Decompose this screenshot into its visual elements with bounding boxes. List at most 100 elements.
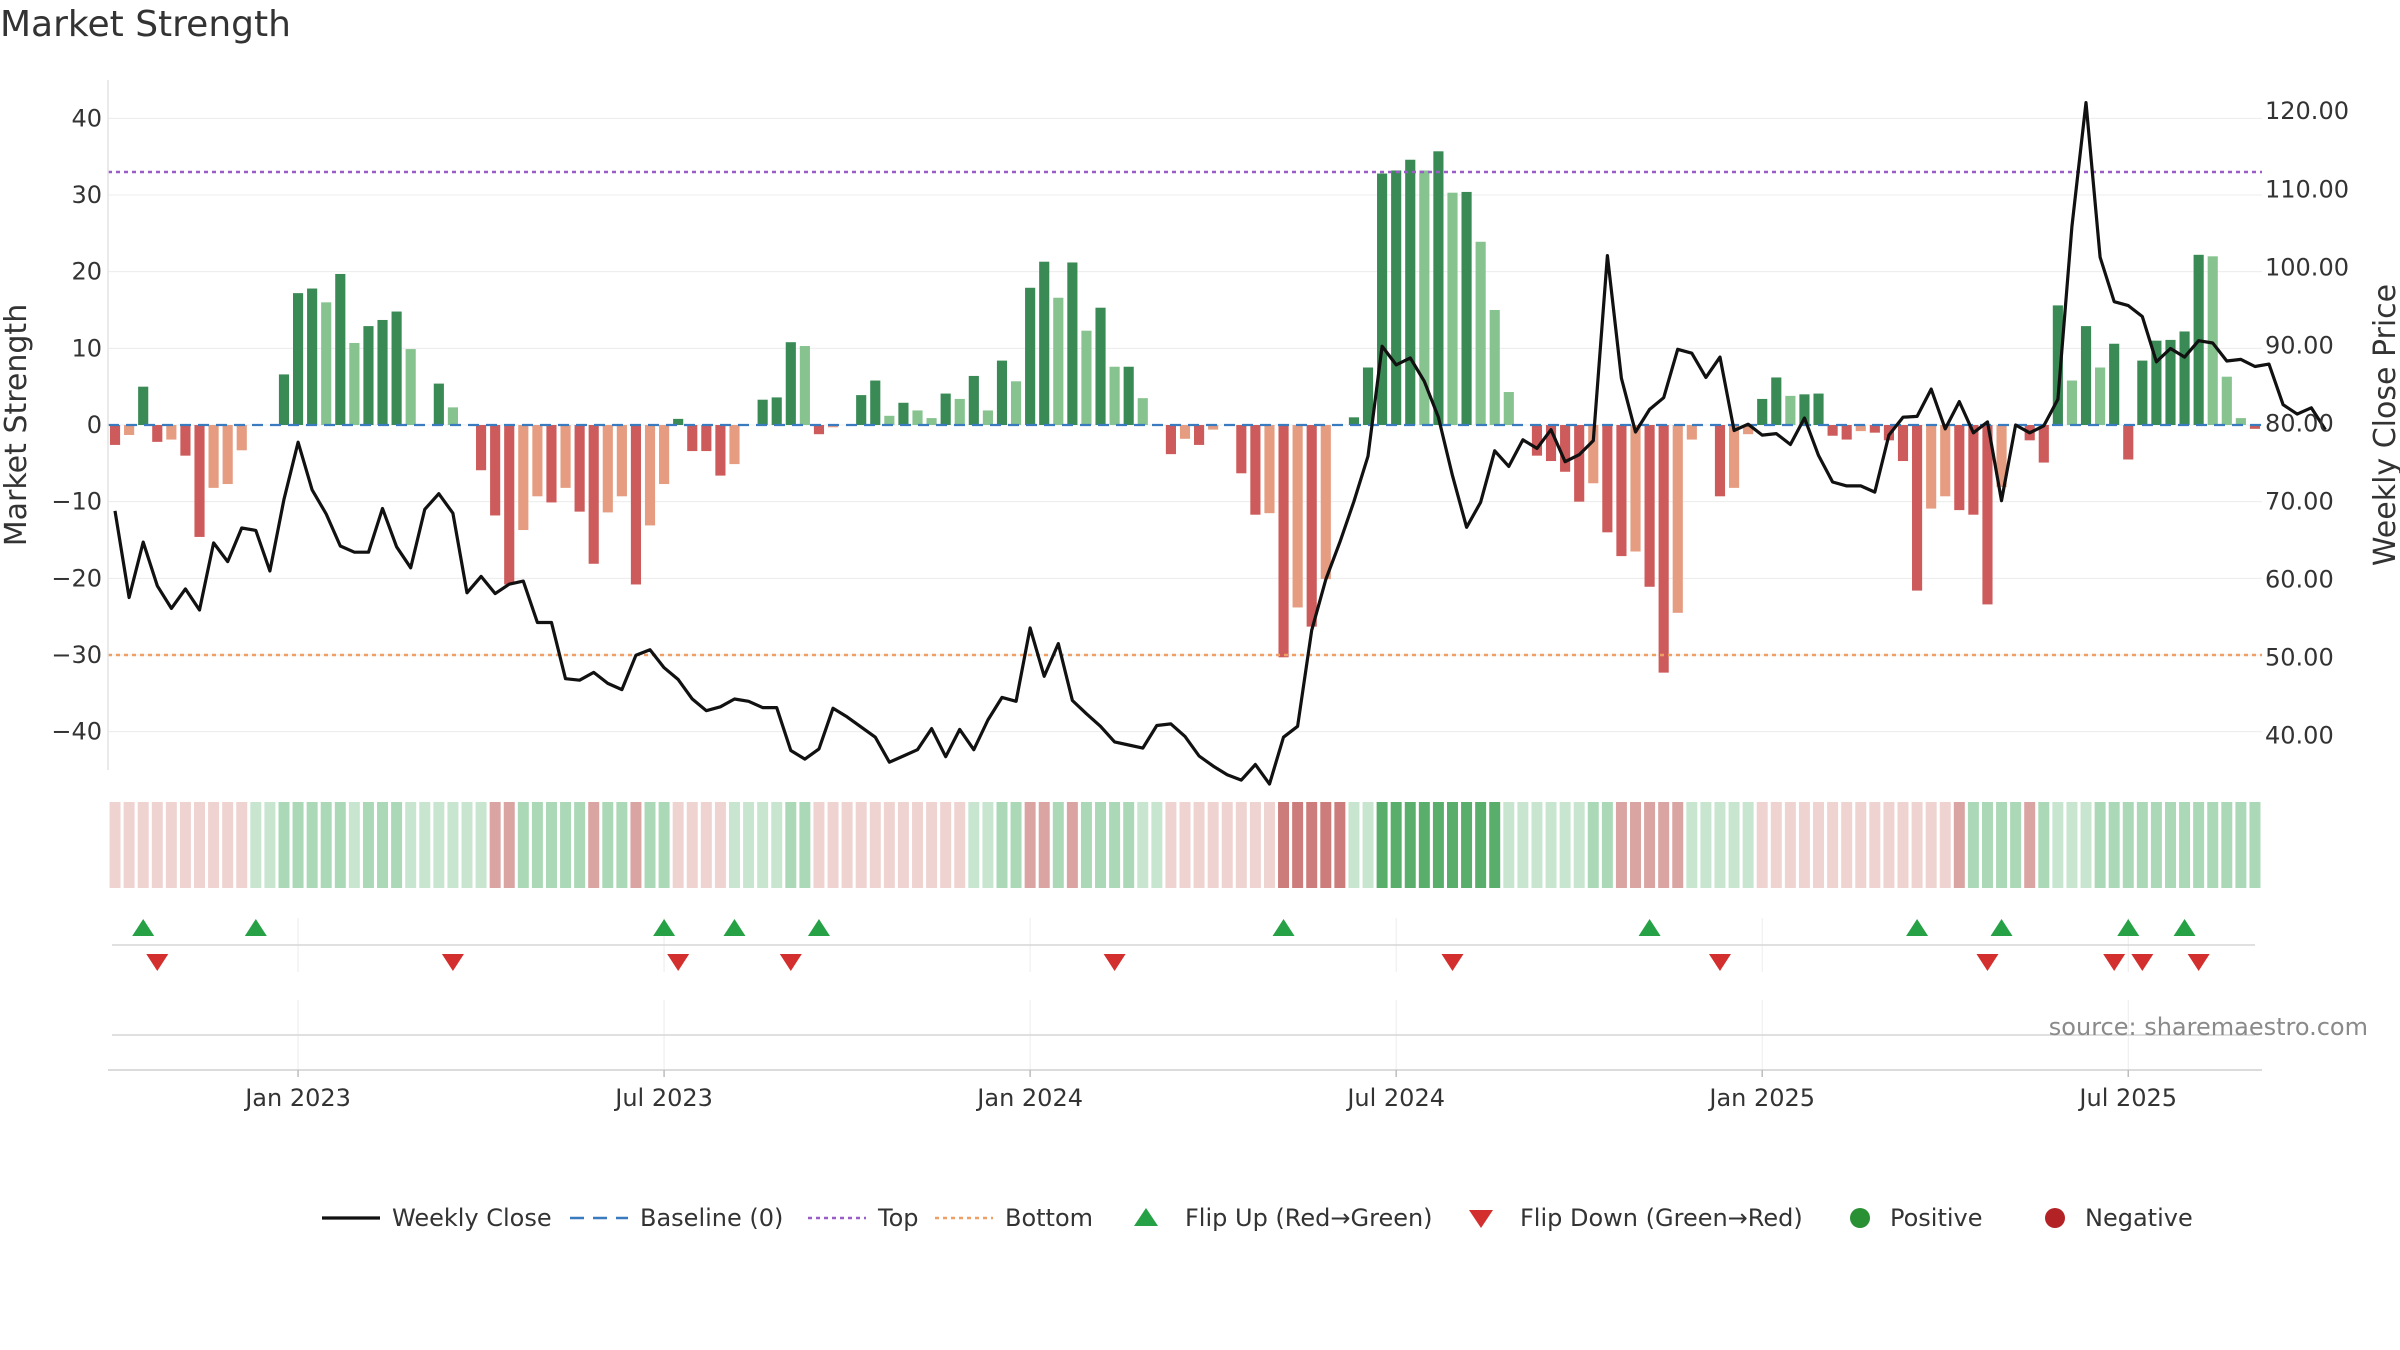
strength-bar — [1503, 392, 1514, 425]
regime-cell — [2235, 802, 2247, 888]
regime-cell — [292, 802, 304, 888]
regime-cell — [1221, 802, 1233, 888]
strength-bar — [785, 342, 796, 425]
regime-cell — [1306, 802, 1318, 888]
regime-cell — [109, 802, 121, 888]
regime-cell — [1939, 802, 1951, 888]
strength-bar — [1123, 366, 1134, 425]
strength-bar — [1799, 394, 1810, 425]
strength-bar — [856, 395, 867, 425]
regime-cell — [1770, 802, 1782, 888]
strength-bar — [1081, 330, 1092, 425]
strength-bar — [1813, 393, 1824, 425]
flip-up-marker — [1990, 919, 2013, 936]
flip-down-marker — [779, 954, 802, 971]
strength-bar — [1869, 425, 1880, 433]
strength-bar — [1053, 297, 1064, 425]
regime-cell — [1953, 802, 1965, 888]
regime-cell — [1573, 802, 1585, 888]
regime-cell — [1644, 802, 1656, 888]
strength-bar — [1025, 287, 1036, 425]
left-tick-label: 40 — [71, 104, 102, 132]
regime-cell — [405, 802, 417, 888]
strength-bar — [2109, 343, 2120, 425]
grid-layer — [108, 117, 2262, 733]
regime-cell — [968, 802, 980, 888]
regime-cell — [1545, 802, 1557, 888]
date-tick-label: Jul 2024 — [1345, 1084, 1445, 1112]
flip-up-marker — [807, 919, 830, 936]
strength-bar — [307, 288, 318, 425]
strength-bar — [884, 415, 895, 425]
regime-cell — [1587, 802, 1599, 888]
strength-bar — [2095, 367, 2106, 425]
strength-bar — [1165, 425, 1176, 455]
strength-bar — [1785, 395, 1796, 425]
strength-bar — [321, 302, 332, 425]
regime-cell — [1376, 802, 1388, 888]
regime-cell — [1883, 802, 1895, 888]
strength-bar — [208, 425, 219, 488]
strength-bar — [109, 425, 121, 445]
strength-bar — [1447, 192, 1458, 425]
strength-bar — [180, 425, 191, 456]
strength-bar — [560, 425, 571, 488]
right-tick-label: 110.00 — [2265, 175, 2349, 203]
strength-bar — [1968, 425, 1979, 515]
threshold-lines — [108, 170, 2262, 657]
strength-bar — [968, 375, 979, 425]
strength-bar — [1757, 398, 1768, 425]
regime-cell — [1292, 802, 1304, 888]
axes: 40 30 20 10 0 −10 −20 −30 −40 120.00 110.00 100.00 9… — [0, 80, 2400, 770]
right-tick-label: 60.00 — [2265, 566, 2334, 594]
right-tick-label: 90.00 — [2265, 331, 2334, 359]
strength-bar — [715, 425, 726, 476]
strength-bar — [1771, 377, 1782, 425]
date-tick-label: Jan 2025 — [1707, 1084, 1815, 1112]
strength-bar — [1320, 425, 1331, 580]
strength-bar — [1194, 425, 1205, 445]
regime-cell — [841, 802, 853, 888]
regime-cell — [2010, 802, 2022, 888]
regime-cell — [2080, 802, 2092, 888]
flip-up-marker — [2173, 919, 2196, 936]
regime-cell — [208, 802, 220, 888]
strength-bar — [1292, 425, 1303, 608]
regime-cell — [278, 802, 290, 888]
regime-cell — [1672, 802, 1684, 888]
regime-cell — [1728, 802, 1740, 888]
regime-cell — [391, 802, 403, 888]
strength-bar — [1137, 398, 1148, 425]
regime-cell — [1996, 802, 2008, 888]
strength-bar — [1489, 310, 1500, 425]
strength-bar — [2123, 425, 2134, 460]
regime-cell — [785, 802, 797, 888]
regime-cell — [1601, 802, 1613, 888]
strength-bar — [1348, 417, 1360, 425]
regime-cell — [447, 802, 459, 888]
strength-bar — [1306, 425, 1317, 627]
regime-cell — [1066, 802, 1078, 888]
strength-bar — [1010, 381, 1022, 425]
strength-bar — [687, 425, 698, 452]
regime-cell — [1334, 802, 1346, 888]
flip-down-marker — [1708, 954, 1731, 971]
flip-up-marker — [2117, 919, 2140, 936]
flip-markers — [112, 918, 2255, 1070]
regime-cell — [2193, 802, 2205, 888]
source-label: source: sharemaestro.com — [2049, 1013, 2368, 1041]
legend-label-positive: Positive — [1890, 1204, 1983, 1232]
regime-cell — [475, 802, 487, 888]
regime-cell — [2122, 802, 2134, 888]
strength-bar — [1109, 366, 1120, 425]
regime-cell — [1052, 802, 1064, 888]
regime-cell — [179, 802, 191, 888]
strength-bar — [588, 425, 599, 564]
regime-cell — [1855, 802, 1867, 888]
strength-bar — [1475, 241, 1486, 425]
strength-bar — [1672, 425, 1683, 613]
regime-cell — [165, 802, 177, 888]
strength-bar — [2066, 380, 2078, 425]
regime-cell — [489, 802, 501, 888]
flip-up-marker — [132, 919, 155, 936]
